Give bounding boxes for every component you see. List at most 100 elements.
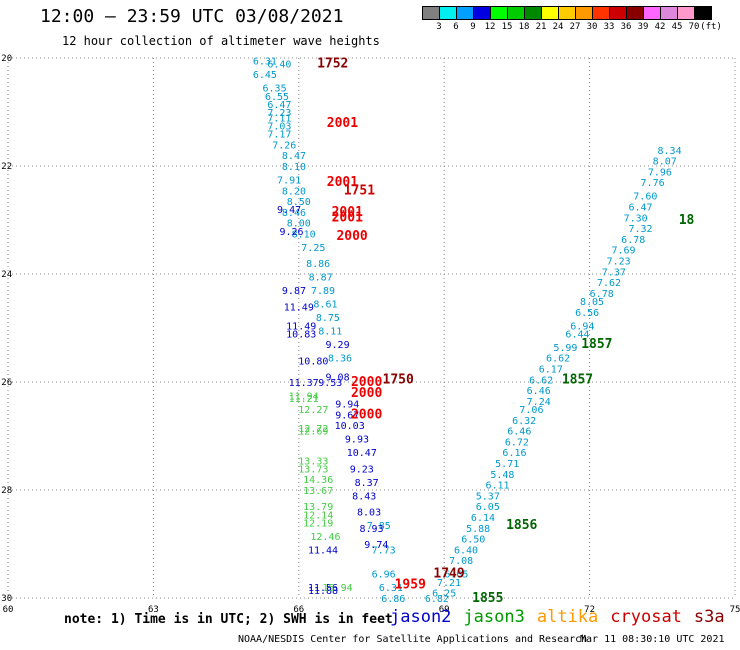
pass-time-label: 2000 [336,229,367,244]
color-scale-label: 6 [453,22,459,32]
wave-height-point: 11.21 [289,394,319,405]
wave-height-point: 5.88 [466,524,490,535]
wave-height-point: 8.47 [282,151,306,162]
color-scale-label: 36 [620,22,632,32]
wave-height-point: 7.08 [449,556,473,567]
wave-height-point: 6.14 [471,513,495,524]
pass-time-label: 1750 [383,372,414,387]
wave-height-point: 6.78 [590,289,614,300]
wave-height-point: 8.36 [328,354,352,365]
x-tick-label: 60 [3,605,14,615]
pass-time-label: 1857 [581,337,612,352]
wave-height-point: 6.40 [454,545,478,556]
wave-height-point: 9.93 [345,435,369,446]
color-scale-label: 42 [654,22,666,32]
wave-height-point: 6.56 [575,308,599,319]
wave-height-point: 7.85 [367,521,391,532]
wave-height-point: 8.07 [653,157,677,168]
wave-height-point: 7.03 [267,122,291,133]
pass-time-label: 1752 [317,56,348,71]
wave-height-point: 5.48 [490,470,514,481]
color-scale-label: (ft) [700,22,722,32]
wave-height-point: 13.67 [303,486,333,497]
wave-height-point: 6.05 [476,502,500,513]
wave-height-point: 11.44 [308,545,338,556]
generated-timestamp: Mar 11 08:30:10 UTC 2021 [580,634,725,645]
pass-time-label: 18 [679,213,695,228]
wave-height-point: 8.61 [313,300,337,311]
wave-height-point: 6.62 [546,354,570,365]
satellite-legend: jason2 jason3 altika cryosat s3a [390,607,737,627]
x-tick-label: 75 [730,605,740,615]
wave-height-point: 6.86 [381,594,405,605]
wave-height-point: 7.32 [628,224,652,235]
wave-height-point: 6.31 [379,583,403,594]
wave-height-point: 8.87 [309,273,333,284]
y-tick-label: -24 [0,270,12,280]
wave-height-point: 6.55 [265,92,289,103]
color-scale-label: 45 [671,22,683,32]
wave-height-point: 9.47 [277,205,301,216]
wave-height-point: 6.45 [253,70,277,81]
x-tick-label: 72 [584,605,595,615]
wave-height-point: 12.27 [298,405,328,416]
wave-height-point: 8.11 [318,327,342,338]
y-tick-label: -20 [0,54,12,64]
wave-height-point: 8.20 [282,186,306,197]
wave-height-point: 7.25 [301,243,325,254]
color-scale-label: 27 [569,22,581,32]
wave-height-point: 7.30 [624,213,648,224]
wave-height-point: 6.16 [502,448,526,459]
wave-height-point: 5.71 [495,459,519,470]
color-scale-label: 70 [688,22,700,32]
wave-height-point: 7.06 [519,405,543,416]
wave-height-point: 7.89 [311,286,335,297]
wave-height-point: 6.35 [263,84,287,95]
wave-height-point: 9.67 [335,410,359,421]
wave-height-point: 12.19 [303,518,333,529]
y-tick-label: -26 [0,378,12,388]
color-scale-label: 3 [436,22,442,32]
wave-height-point: 5.37 [476,491,500,502]
wave-height-point: 8.93 [359,524,383,535]
satellite-legend-item: altika [536,607,599,627]
wave-height-point: 9.74 [364,540,388,551]
pass-time-label: 1855 [472,591,503,606]
color-scale-legend [422,6,712,20]
wave-height-point: 7.24 [527,397,551,408]
wave-height-point: 9.23 [350,464,374,475]
wave-height-point: 9.87 [282,286,306,297]
wave-height-point: 11.56 [308,583,338,594]
pass-time-label: 2001 [327,116,358,131]
wave-height-point: 11.49 [286,321,316,332]
wave-height-point: 7.91 [277,176,301,187]
wave-height-point: 6.96 [372,570,396,581]
wave-height-point: 10.80 [298,356,328,367]
wave-height-point: 6.94 [570,321,594,332]
pass-time-label: 1751 [344,183,375,198]
wave-height-point: 7.69 [611,246,635,257]
wave-height-point: 8.50 [287,197,311,208]
chart-title: 12:00 – 23:59 UTC 03/08/2021 [40,6,344,27]
x-tick-label: 66 [293,605,304,615]
wave-height-point: 6.25 [432,589,456,600]
pass-time-label: 2000 [351,375,382,390]
wave-height-point: 8.05 [580,297,604,308]
wave-height-point: 7.23 [607,257,631,268]
wave-height-point: 6.78 [621,235,645,246]
wave-height-point: 12.14 [303,510,333,521]
color-scale-label: 39 [637,22,649,32]
color-scale-label: 15 [501,22,513,32]
wave-height-point: 8.46 [282,208,306,219]
wave-height-point: 7.76 [641,178,665,189]
x-tick-label: 69 [439,605,450,615]
wave-height-point: 6.46 [527,386,551,397]
wave-height-point: 12.72 [298,424,328,435]
footnote: note: 1) Time is in UTC; 2) SWH is in fe… [64,612,393,627]
wave-height-point: 8.03 [357,508,381,519]
wave-height-point: 6.62 [529,375,553,386]
wave-height-point: 6.40 [267,59,291,70]
pass-time-label: 2001 [332,210,363,225]
wave-height-point: 12.69 [298,427,328,438]
y-tick-label: -28 [0,486,12,496]
